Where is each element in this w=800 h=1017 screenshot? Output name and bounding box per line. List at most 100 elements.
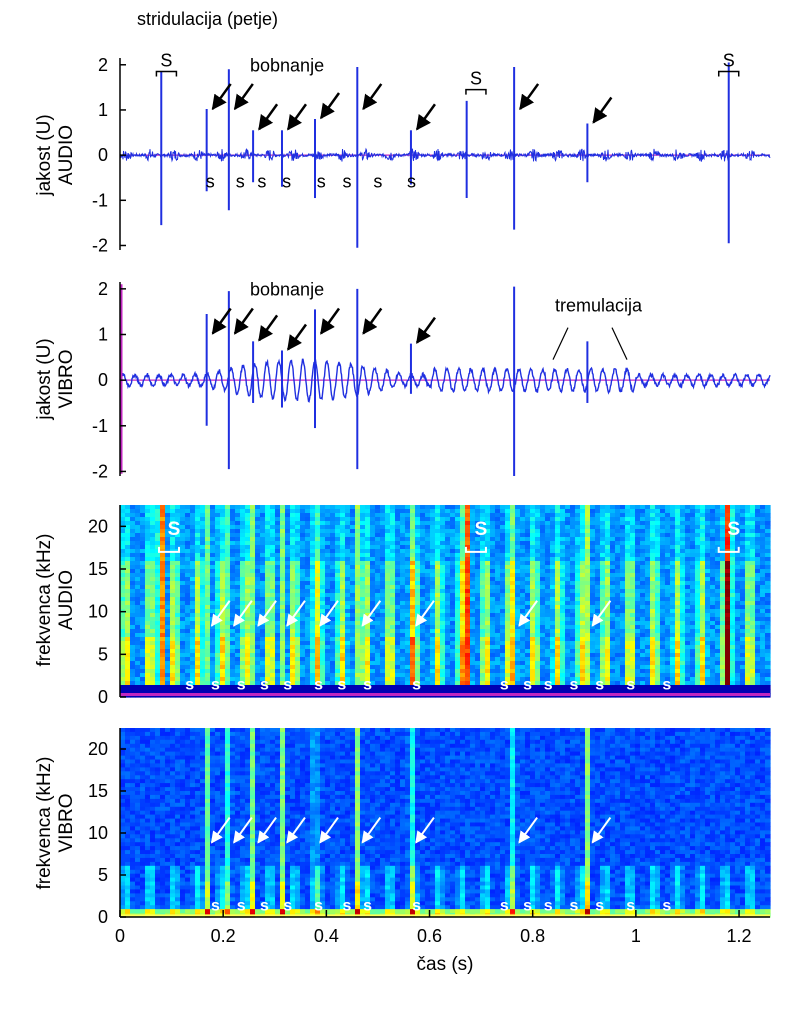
spec-cell: [220, 541, 226, 546]
spec-cell: [230, 597, 236, 602]
spec-cell: [620, 553, 626, 558]
spec-cell: [260, 521, 266, 526]
spec-cell: [505, 609, 511, 614]
spec-cell: [355, 537, 361, 542]
spec-cell: [605, 593, 611, 598]
spec-cell: [430, 537, 436, 542]
spec-cell: [510, 585, 516, 590]
spec-cell: [460, 517, 466, 522]
spec-cell: [125, 577, 131, 582]
spec-cell: [305, 553, 311, 558]
spec-cell: [495, 517, 501, 522]
spec-cell: [205, 677, 211, 682]
spec-cell: [140, 589, 146, 594]
spec-cell: [385, 517, 391, 522]
spec-cell: [460, 657, 466, 662]
spec-cell: [460, 689, 466, 694]
spec-cell: [605, 633, 611, 638]
spec-cell: [410, 581, 416, 586]
spec-cell: [530, 533, 536, 538]
spec-cell: [475, 653, 481, 658]
spec-cell: [305, 657, 311, 662]
spec-cell: [530, 521, 536, 526]
spec-cell: [140, 681, 146, 686]
spec-cell: [365, 625, 371, 630]
spec-cell: [520, 533, 526, 538]
spec-cell: [235, 637, 241, 642]
spec-cell: [380, 517, 386, 522]
spec-cell: [190, 665, 196, 670]
spec-cell: [275, 565, 281, 570]
spec-cell: [435, 617, 441, 622]
spec-cell: [400, 637, 406, 642]
spec-cell: [515, 617, 521, 622]
spec-cell: [555, 529, 561, 534]
spec-cell: [600, 669, 606, 674]
spec-cell: [580, 649, 586, 654]
spec-cell: [295, 645, 301, 650]
spec-cell: [530, 557, 536, 562]
spec-cell: [625, 685, 631, 690]
spec-cell: [195, 657, 201, 662]
spec-cell: [335, 569, 341, 574]
spec-cell: [185, 609, 191, 614]
spec-cell: [400, 629, 406, 634]
spec-cell: [250, 593, 256, 598]
spec-cell: [255, 561, 261, 566]
spec-cell: [585, 593, 591, 598]
spec-cell: [140, 549, 146, 554]
spec-cell: [355, 665, 361, 670]
spec-cell: [405, 633, 411, 638]
spec-cell: [245, 569, 251, 574]
spec-cell: [505, 577, 511, 582]
spec-cell: [615, 653, 621, 658]
spec-cell: [435, 529, 441, 534]
spec-cell: [190, 529, 196, 534]
spec-cell: [225, 621, 231, 626]
spec-cell: [350, 537, 356, 542]
spec-cell: [470, 685, 476, 690]
spec-cell: [175, 537, 181, 542]
spec-cell: [300, 653, 306, 658]
spec-cell: [560, 653, 566, 658]
spec-cell: [565, 529, 571, 534]
spec-cell: [285, 565, 291, 570]
spec-cell: [190, 585, 196, 590]
spec-cell: [370, 553, 376, 558]
spec-cell: [360, 581, 366, 586]
p0-s-mark: s: [342, 172, 351, 192]
spec-cell: [140, 557, 146, 562]
spec-cell: [120, 589, 126, 594]
spec-cell: [420, 557, 426, 562]
spec-cell: [340, 689, 346, 694]
spec-cell: [265, 581, 271, 586]
spec-cell: [520, 509, 526, 514]
spec-cell: [540, 533, 546, 538]
spec-cell: [385, 561, 391, 566]
spec-cell: [205, 509, 211, 514]
spec-cell: [270, 541, 276, 546]
spec-cell: [390, 525, 396, 530]
spec-cell: [140, 509, 146, 514]
spec-cell: [385, 557, 391, 562]
spec-cell: [555, 585, 561, 590]
spec-cell: [450, 565, 456, 570]
spec-cell: [230, 677, 236, 682]
spec-cell: [185, 649, 191, 654]
spec-cell: [295, 669, 301, 674]
spec-cell: [555, 641, 561, 646]
spec-cell: [260, 541, 266, 546]
spec-cell: [270, 525, 276, 530]
spec-cell: [165, 581, 171, 586]
spec-cell: [305, 509, 311, 514]
spec-cell: [285, 533, 291, 538]
spec-cell: [225, 565, 231, 570]
spec-cell: [435, 653, 441, 658]
spec-cell: [300, 625, 306, 630]
spec-cell: [470, 585, 476, 590]
spec-cell: [225, 525, 231, 530]
spec-cell: [615, 613, 621, 618]
spec-cell: [475, 677, 481, 682]
spec-cell: [375, 677, 381, 682]
